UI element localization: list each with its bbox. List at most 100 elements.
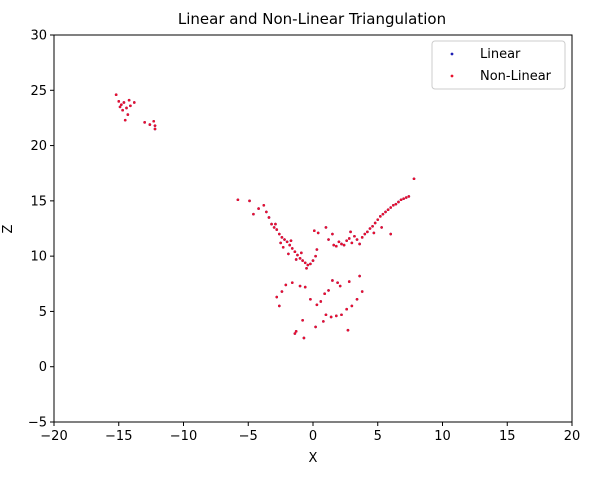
scatter-point: [346, 328, 350, 332]
y-axis-label: Z: [1, 224, 16, 233]
scatter-point: [372, 231, 376, 235]
scatter-point: [129, 104, 132, 108]
scatter-point: [153, 127, 157, 131]
scatter-point: [132, 101, 136, 104]
series-linear: [114, 93, 416, 340]
scatter-point: [397, 200, 400, 204]
scatter-point: [314, 254, 317, 258]
y-tick-label: −5: [28, 416, 47, 431]
scatter-point: [300, 251, 303, 255]
y-tick-label: 5: [39, 305, 47, 320]
scatter-point: [265, 210, 268, 214]
series-non-linear: [114, 93, 416, 340]
scatter-point: [152, 119, 156, 123]
scatter-point: [350, 241, 354, 245]
scatter-point: [335, 244, 338, 248]
scatter-point: [380, 226, 383, 229]
scatter-point: [298, 284, 302, 288]
scatter-point: [389, 232, 393, 236]
scatter-point: [301, 259, 304, 262]
scatter-point: [316, 231, 320, 235]
scatter-point: [305, 267, 308, 270]
scatter-point: [345, 239, 348, 242]
y-tick-label: 15: [30, 194, 47, 209]
scatter-point: [279, 241, 282, 245]
x-tick-label: 5: [374, 429, 382, 444]
scatter-point: [118, 105, 122, 109]
scatter-point: [294, 258, 298, 261]
y-axis: −5 0 5 10 15 20 25 30: [28, 29, 54, 431]
scatter-point: [315, 248, 319, 251]
scatter-point: [355, 238, 359, 241]
scatter-point: [331, 279, 334, 282]
scatter-point: [303, 261, 307, 265]
axes-frame: [53, 34, 573, 423]
scatter-point: [371, 224, 374, 228]
scatter-point: [399, 198, 403, 202]
chart-title: Linear and Non-Linear Triangulation: [178, 10, 446, 28]
scatter-point: [391, 203, 395, 207]
scatter-point: [122, 101, 126, 104]
scatter-point: [347, 237, 351, 240]
scatter-point: [236, 198, 240, 202]
scatter-point: [353, 234, 356, 238]
scatter-point: [358, 242, 361, 246]
scatter-point: [274, 222, 277, 226]
scatter-point: [319, 300, 323, 303]
y-tick-label: 30: [30, 29, 47, 44]
scatter-point: [121, 108, 124, 112]
legend-box: [431, 40, 566, 90]
x-axis: −20 −15 −10 −5 0 5 10 15 20: [40, 422, 580, 444]
scatter-point: [373, 221, 377, 225]
legend: Linear Non-Linear: [431, 40, 566, 90]
scatter-point: [329, 315, 333, 319]
scatter-point: [248, 199, 251, 203]
scatter-point: [363, 232, 367, 236]
scatter-point: [327, 289, 330, 292]
scatter-point: [294, 330, 298, 333]
x-tick-label: −5: [239, 429, 258, 444]
scatter-point: [389, 206, 393, 209]
y-tick-label: 10: [30, 250, 47, 265]
scatter-point: [386, 208, 390, 212]
scatter-point: [311, 259, 315, 262]
scatter-point: [402, 197, 405, 200]
scatter-point: [368, 227, 372, 230]
scatter-point: [272, 226, 276, 229]
scatter-point: [114, 93, 118, 97]
y-tick-label: 0: [39, 360, 47, 375]
scatter-point: [322, 320, 325, 323]
legend-label-linear: Linear: [480, 47, 521, 62]
scatter-point: [281, 245, 285, 249]
scatter-point: [287, 252, 290, 256]
scatter-point: [358, 274, 361, 278]
scatter-point: [126, 113, 130, 116]
scatter-point: [394, 202, 398, 206]
scatter-point: [127, 98, 131, 102]
legend-marker-linear: [450, 52, 454, 56]
scatter-point: [323, 292, 326, 296]
scatter-point: [267, 216, 271, 219]
scatter-point: [309, 262, 312, 266]
scatter-point: [275, 295, 279, 299]
scatter-point: [360, 290, 364, 293]
scatter-point: [262, 203, 266, 207]
legend-marker-non-linear: [450, 74, 454, 78]
scatter-point: [331, 232, 334, 236]
scatter-point: [148, 123, 152, 126]
scatter-point: [404, 196, 408, 199]
scatter-point: [290, 281, 294, 284]
x-tick-label: −10: [170, 429, 197, 444]
scatter-point: [278, 304, 281, 308]
scatter-point: [123, 118, 127, 122]
scatter-point: [312, 229, 316, 233]
scatter-point: [332, 243, 336, 247]
scatter-point: [288, 243, 291, 247]
scatter-point: [338, 284, 342, 288]
scatter-point: [337, 240, 341, 244]
scatter-point: [360, 236, 364, 239]
scatter-point: [347, 280, 351, 283]
scatter-point: [293, 332, 297, 335]
scatter-point: [143, 121, 146, 124]
